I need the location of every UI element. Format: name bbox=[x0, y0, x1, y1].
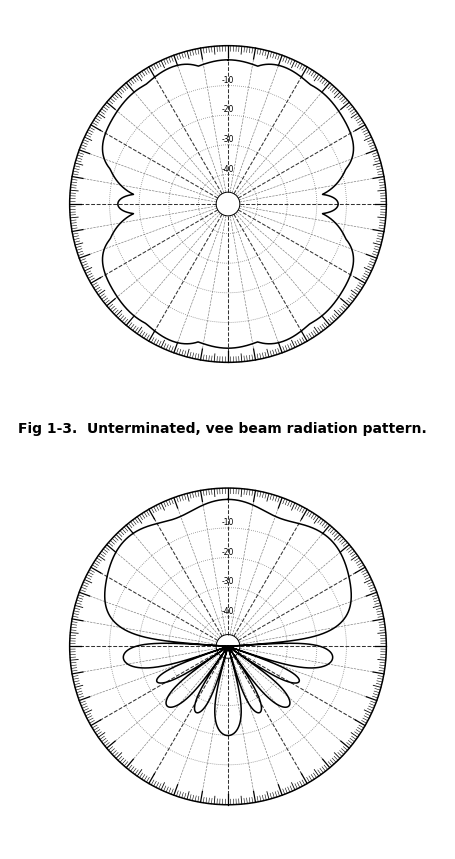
Text: -30: -30 bbox=[221, 135, 234, 144]
Text: -40: -40 bbox=[221, 165, 234, 174]
Text: -30: -30 bbox=[221, 577, 234, 587]
Text: -10: -10 bbox=[221, 518, 234, 527]
Text: -40: -40 bbox=[221, 607, 234, 616]
Text: Fig 1-3.  Unterminated, vee beam radiation pattern.: Fig 1-3. Unterminated, vee beam radiatio… bbox=[18, 422, 426, 436]
Text: -10: -10 bbox=[221, 76, 234, 85]
Text: -20: -20 bbox=[221, 106, 234, 114]
Text: -20: -20 bbox=[221, 548, 234, 557]
